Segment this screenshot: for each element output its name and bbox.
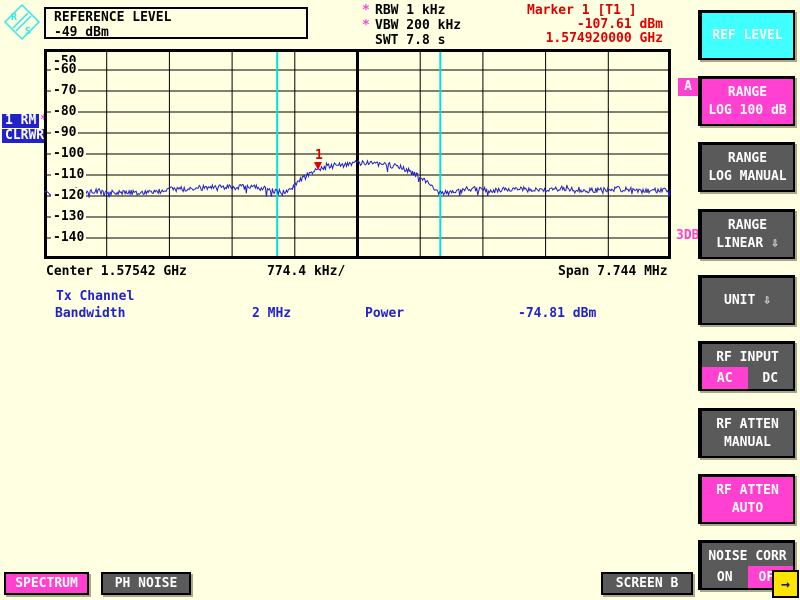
swt-value: SWT 7.8 s	[375, 33, 445, 48]
tab-screen-b[interactable]: SCREEN B	[601, 572, 693, 595]
spectrum-plot: 1	[44, 49, 671, 260]
softkey-label: LOG MANUAL	[708, 169, 786, 184]
rf-input-toggle: AC DC	[702, 367, 793, 389]
y-axis-tick-label: -80	[51, 104, 78, 119]
channel-power-value: -74.81 dBm	[518, 306, 596, 321]
softkey-rf-atten-manual[interactable]: RF ATTEN MANUAL	[698, 408, 795, 458]
more-softkeys-button[interactable]: →	[772, 570, 799, 598]
reference-level-label: REFERENCE LEVEL	[54, 10, 298, 25]
softkey-label: RANGE	[728, 151, 767, 166]
softkey-label: MANUAL	[724, 435, 771, 450]
softkey-label: NOISE CORR	[708, 549, 786, 564]
span-label: Span 7.744 MHz	[558, 265, 668, 279]
softkey-range-log[interactable]: RANGE LOG 100 dB	[698, 76, 795, 126]
tab-ph-noise[interactable]: PH NOISE	[101, 572, 191, 595]
swt-star	[362, 33, 375, 48]
vbw-coupled-star: *	[362, 18, 375, 33]
rbw-value: RBW 1 kHz	[375, 3, 445, 18]
softkey-label: RANGE	[728, 218, 767, 233]
channel-bandwidth-value: 2 MHz	[252, 306, 291, 321]
softkey-label: RF ATTEN	[716, 483, 779, 498]
softkey-rf-atten-auto[interactable]: RF ATTEN AUTO	[698, 474, 795, 524]
softkey-unit[interactable]: UNIT ⇩	[698, 275, 795, 325]
rbw-coupled-star: *	[362, 3, 375, 18]
softkey-label: LOG 100 dB	[708, 103, 786, 118]
channel-bandwidth-label: Bandwidth	[55, 306, 125, 321]
y-axis-tick-label: -90	[51, 125, 78, 140]
3db-badge: 3DB	[676, 228, 699, 243]
trace-number-label: 1 RM	[2, 114, 39, 128]
screen-a-badge: A	[678, 78, 698, 96]
softkey-range-linear[interactable]: RANGE LINEAR ⇩	[698, 209, 795, 259]
trace-mode-label: CLRWR	[2, 129, 47, 143]
tab-spectrum[interactable]: SPECTRUM	[4, 572, 89, 595]
spectrum-graph: 1 -50-60-70-80-90-100-110-120-130-140	[44, 49, 671, 260]
y-axis-tick-label: -70	[51, 83, 78, 98]
marker-frequency: 1.574920000 GHz	[500, 31, 663, 46]
softkey-label: AUTO	[732, 501, 763, 516]
rbw-row: *RBW 1 kHz	[362, 3, 461, 18]
spectrum-analyzer-screen: { "colors": { "background": "#FFFFE2", "…	[0, 0, 800, 600]
marker-title: Marker 1 [T1 ]	[527, 3, 637, 18]
sweep-settings: *RBW 1 kHz *VBW 200 kHz SWT 7.8 s	[362, 3, 461, 48]
softkey-label: LINEAR ⇩	[716, 236, 779, 251]
softkey-label: UNIT ⇩	[724, 293, 771, 308]
reference-level-value: -49 dBm	[54, 25, 298, 40]
rf-input-dc-option[interactable]: DC	[748, 367, 794, 389]
y-axis-tick-label: -110	[51, 167, 86, 182]
softkey-label: REF LEVEL	[712, 28, 782, 43]
channel-title: Tx Channel	[56, 289, 134, 304]
marker-level: -107.61 dBm	[500, 17, 663, 32]
noise-corr-on-option[interactable]: ON	[702, 566, 748, 588]
channel-power-label: Power	[365, 306, 404, 321]
svg-text:S: S	[25, 26, 31, 37]
reference-level-box: REFERENCE LEVEL -49 dBm	[44, 7, 308, 39]
softkey-ref-level[interactable]: REF LEVEL	[698, 10, 795, 60]
softkey-label: RANGE	[728, 85, 767, 100]
right-arrow-icon: →	[781, 575, 790, 593]
y-axis-tick-label: -100	[51, 146, 86, 161]
softkey-label: RF ATTEN	[716, 417, 779, 432]
svg-text:1: 1	[315, 148, 323, 163]
y-axis-tick-label: -60	[51, 62, 78, 77]
center-frequency-label: Center 1.57542 GHz	[46, 265, 187, 279]
softkey-label: RF INPUT	[716, 350, 779, 365]
rf-input-ac-option[interactable]: AC	[702, 367, 748, 389]
vbw-row: *VBW 200 kHz	[362, 18, 461, 33]
svg-text:R: R	[11, 12, 18, 23]
y-axis-tick-label: -140	[51, 230, 86, 245]
vbw-value: VBW 200 kHz	[375, 18, 461, 33]
swt-row: SWT 7.8 s	[362, 33, 461, 48]
y-axis-tick-label: -130	[51, 209, 86, 224]
softkey-rf-input[interactable]: RF INPUT AC DC	[698, 341, 795, 391]
rs-logo-icon: R S	[3, 3, 41, 41]
y-axis-tick-label: -120	[51, 188, 86, 203]
softkey-range-log-manual[interactable]: RANGE LOG MANUAL	[698, 142, 795, 192]
per-division-label: 774.4 kHz/	[267, 265, 345, 279]
